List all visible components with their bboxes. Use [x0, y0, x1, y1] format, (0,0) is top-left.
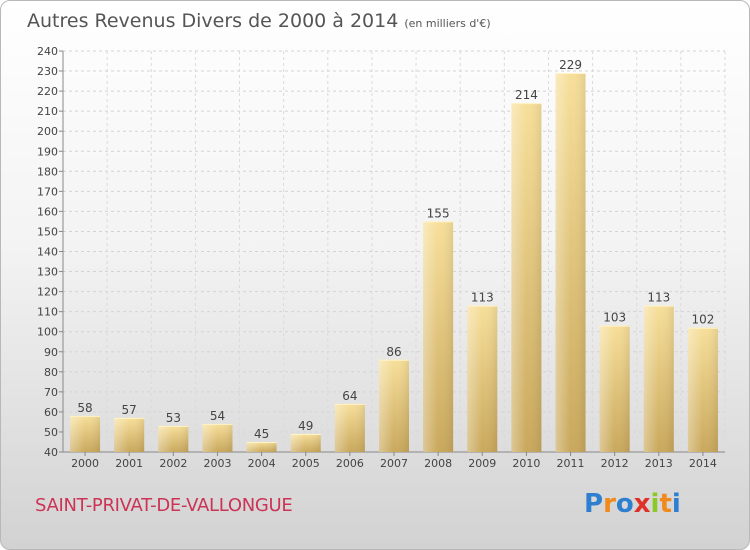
x-tick-label: 2012 — [601, 457, 629, 470]
y-tick-label: 150 — [37, 225, 58, 238]
bar-shine — [290, 433, 321, 452]
y-tick-label: 160 — [37, 205, 58, 218]
data-label: 214 — [515, 88, 538, 102]
y-tick-label: 220 — [37, 85, 58, 98]
y-tick-label: 60 — [44, 406, 58, 419]
data-label: 64 — [342, 389, 357, 403]
y-tick-label: 90 — [44, 346, 58, 359]
y-tick-label: 50 — [44, 426, 58, 439]
axis-layer: 40 50 60 70 80 90 100 110 120 130 140 150 160 170 180 1… — [37, 45, 725, 470]
y-tick-label: 130 — [37, 266, 58, 279]
x-tick-label: 2004 — [248, 457, 276, 470]
data-label: 54 — [210, 409, 225, 423]
label-layer: 58 57 53 54 45 49 64 86 155 113 214 229 103 113 102 — [77, 58, 714, 441]
data-label: 113 — [647, 291, 670, 305]
x-tick-label: 2008 — [424, 457, 452, 470]
y-tick-label: 80 — [44, 366, 58, 379]
y-tick-label: 110 — [37, 306, 58, 319]
data-label: 58 — [77, 401, 92, 415]
y-tick-label: 170 — [37, 185, 58, 198]
x-tick-label: 2005 — [292, 457, 320, 470]
data-label: 45 — [254, 427, 269, 441]
x-tick-label: 2006 — [336, 457, 364, 470]
chart-title: Autres Revenus Divers de 2000 à 2014 (en … — [27, 10, 491, 32]
y-tick-label: 70 — [44, 386, 58, 399]
data-label: 86 — [386, 345, 401, 359]
x-tick-label: 2003 — [203, 457, 231, 470]
y-tick-label: 240 — [37, 45, 58, 58]
logo-letter: P — [584, 489, 604, 519]
bar-shine — [334, 403, 365, 452]
x-tick-label: 2007 — [380, 457, 408, 470]
data-label: 103 — [603, 311, 626, 325]
y-tick-label: 120 — [37, 286, 58, 299]
bar-shine — [467, 305, 498, 452]
bar-shine — [423, 221, 454, 452]
logo-letter: i — [650, 489, 660, 519]
y-tick-label: 140 — [37, 246, 58, 259]
data-label: 53 — [166, 411, 181, 425]
x-tick-label: 2002 — [159, 457, 187, 470]
y-tick-label: 100 — [37, 326, 58, 339]
y-tick-label: 210 — [37, 105, 58, 118]
bar-layer — [70, 73, 718, 453]
chart-unit: (en milliers d'€) — [404, 17, 491, 30]
bar-shine — [643, 305, 674, 452]
bar-shine — [379, 359, 409, 452]
bar-shine — [687, 327, 718, 452]
data-label: 102 — [691, 313, 714, 327]
logo-letter: o — [615, 489, 634, 519]
data-label: 57 — [122, 403, 137, 417]
y-tick-label: 190 — [37, 145, 58, 158]
logo-letter: x — [633, 489, 651, 519]
data-label: 155 — [427, 206, 450, 220]
logo-letter: t — [659, 489, 672, 519]
x-tick-label: 2001 — [115, 457, 143, 470]
bar-shine — [555, 73, 586, 453]
bar-shine — [114, 417, 145, 452]
bar-shine — [158, 425, 189, 452]
y-tick-label: 230 — [37, 65, 58, 78]
chart-title-text: Autres Revenus Divers de 2000 à 2014 — [27, 10, 399, 32]
x-tick-label: 2000 — [71, 457, 99, 470]
commune-name: SAINT-PRIVAT-DE-VALLONGUE — [35, 495, 293, 516]
bar-shine — [202, 423, 233, 452]
y-tick-label: 40 — [44, 446, 58, 459]
x-tick-label: 2014 — [689, 457, 717, 470]
logo-letter: i — [671, 489, 681, 519]
bar-shine — [70, 415, 101, 452]
bar-shine — [246, 441, 277, 452]
data-label: 113 — [471, 291, 494, 305]
x-tick-label: 2009 — [468, 457, 496, 470]
x-tick-label: 2010 — [512, 457, 540, 470]
data-label: 49 — [298, 419, 313, 433]
y-tick-label: 200 — [37, 125, 58, 138]
x-tick-label: 2011 — [557, 457, 585, 470]
bar-shine — [599, 325, 630, 452]
proxiti-logo[interactable]: Proxiti — [584, 489, 681, 519]
y-tick-label: 180 — [37, 165, 58, 178]
x-tick-label: 2013 — [645, 457, 673, 470]
logo-letter: r — [603, 489, 616, 519]
data-label: 229 — [559, 58, 582, 72]
bar-shine — [511, 103, 542, 452]
